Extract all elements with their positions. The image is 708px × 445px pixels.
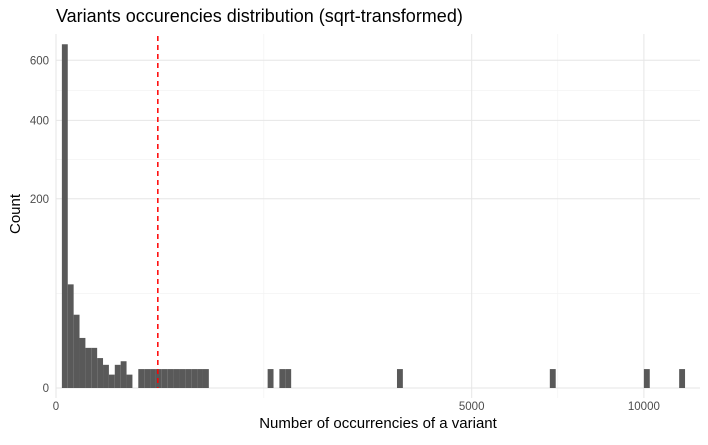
histogram-bar	[267, 369, 274, 388]
grid-layer	[55, 34, 700, 398]
histogram-bar	[61, 44, 68, 388]
histogram-bar	[138, 369, 145, 388]
histogram-bar	[120, 361, 127, 388]
histogram-bar	[126, 374, 133, 388]
tick-label-layer: 0 200 400 600 0 5000 10000	[30, 55, 660, 413]
histogram-bar	[114, 364, 121, 388]
histogram-bar	[108, 374, 115, 388]
histogram-bar	[85, 347, 92, 388]
histogram-bar	[97, 358, 104, 388]
y-tick-label: 600	[30, 55, 49, 67]
histogram-bar	[167, 369, 174, 388]
histogram-bar	[79, 337, 86, 388]
histogram-bar	[279, 369, 286, 388]
histogram-bar	[103, 364, 109, 388]
histogram-bar	[191, 369, 198, 388]
histogram-bar	[396, 369, 403, 388]
x-tick-label: 10000	[628, 401, 660, 413]
y-tick-label: 0	[43, 383, 49, 395]
chart-title: Variants occurencies distribution (sqrt-…	[56, 6, 463, 26]
histogram-bar	[73, 314, 80, 388]
histogram-bar	[161, 369, 168, 388]
histogram-bar	[150, 369, 156, 388]
bars-layer	[61, 44, 686, 388]
histogram-bar	[679, 369, 686, 388]
histogram-bar	[185, 369, 192, 388]
histogram-bar	[549, 369, 556, 388]
histogram-bar	[202, 369, 209, 388]
histogram-bar	[155, 369, 162, 388]
x-axis-label: Number of occurrencies of a variant	[259, 415, 497, 432]
y-axis-label: Count	[7, 193, 24, 234]
y-tick-label: 200	[30, 194, 49, 206]
x-tick-label: 0	[53, 401, 59, 413]
histogram-bar	[173, 369, 180, 388]
histogram-bar	[197, 369, 203, 388]
histogram-bar	[91, 347, 98, 388]
histogram-bar	[285, 369, 292, 388]
histogram-bar	[179, 369, 186, 388]
histogram-bar	[144, 369, 151, 388]
x-tick-label: 5000	[459, 401, 485, 413]
y-tick-label: 400	[30, 115, 49, 127]
histogram-bar	[643, 369, 650, 388]
histogram-bar	[67, 284, 74, 388]
